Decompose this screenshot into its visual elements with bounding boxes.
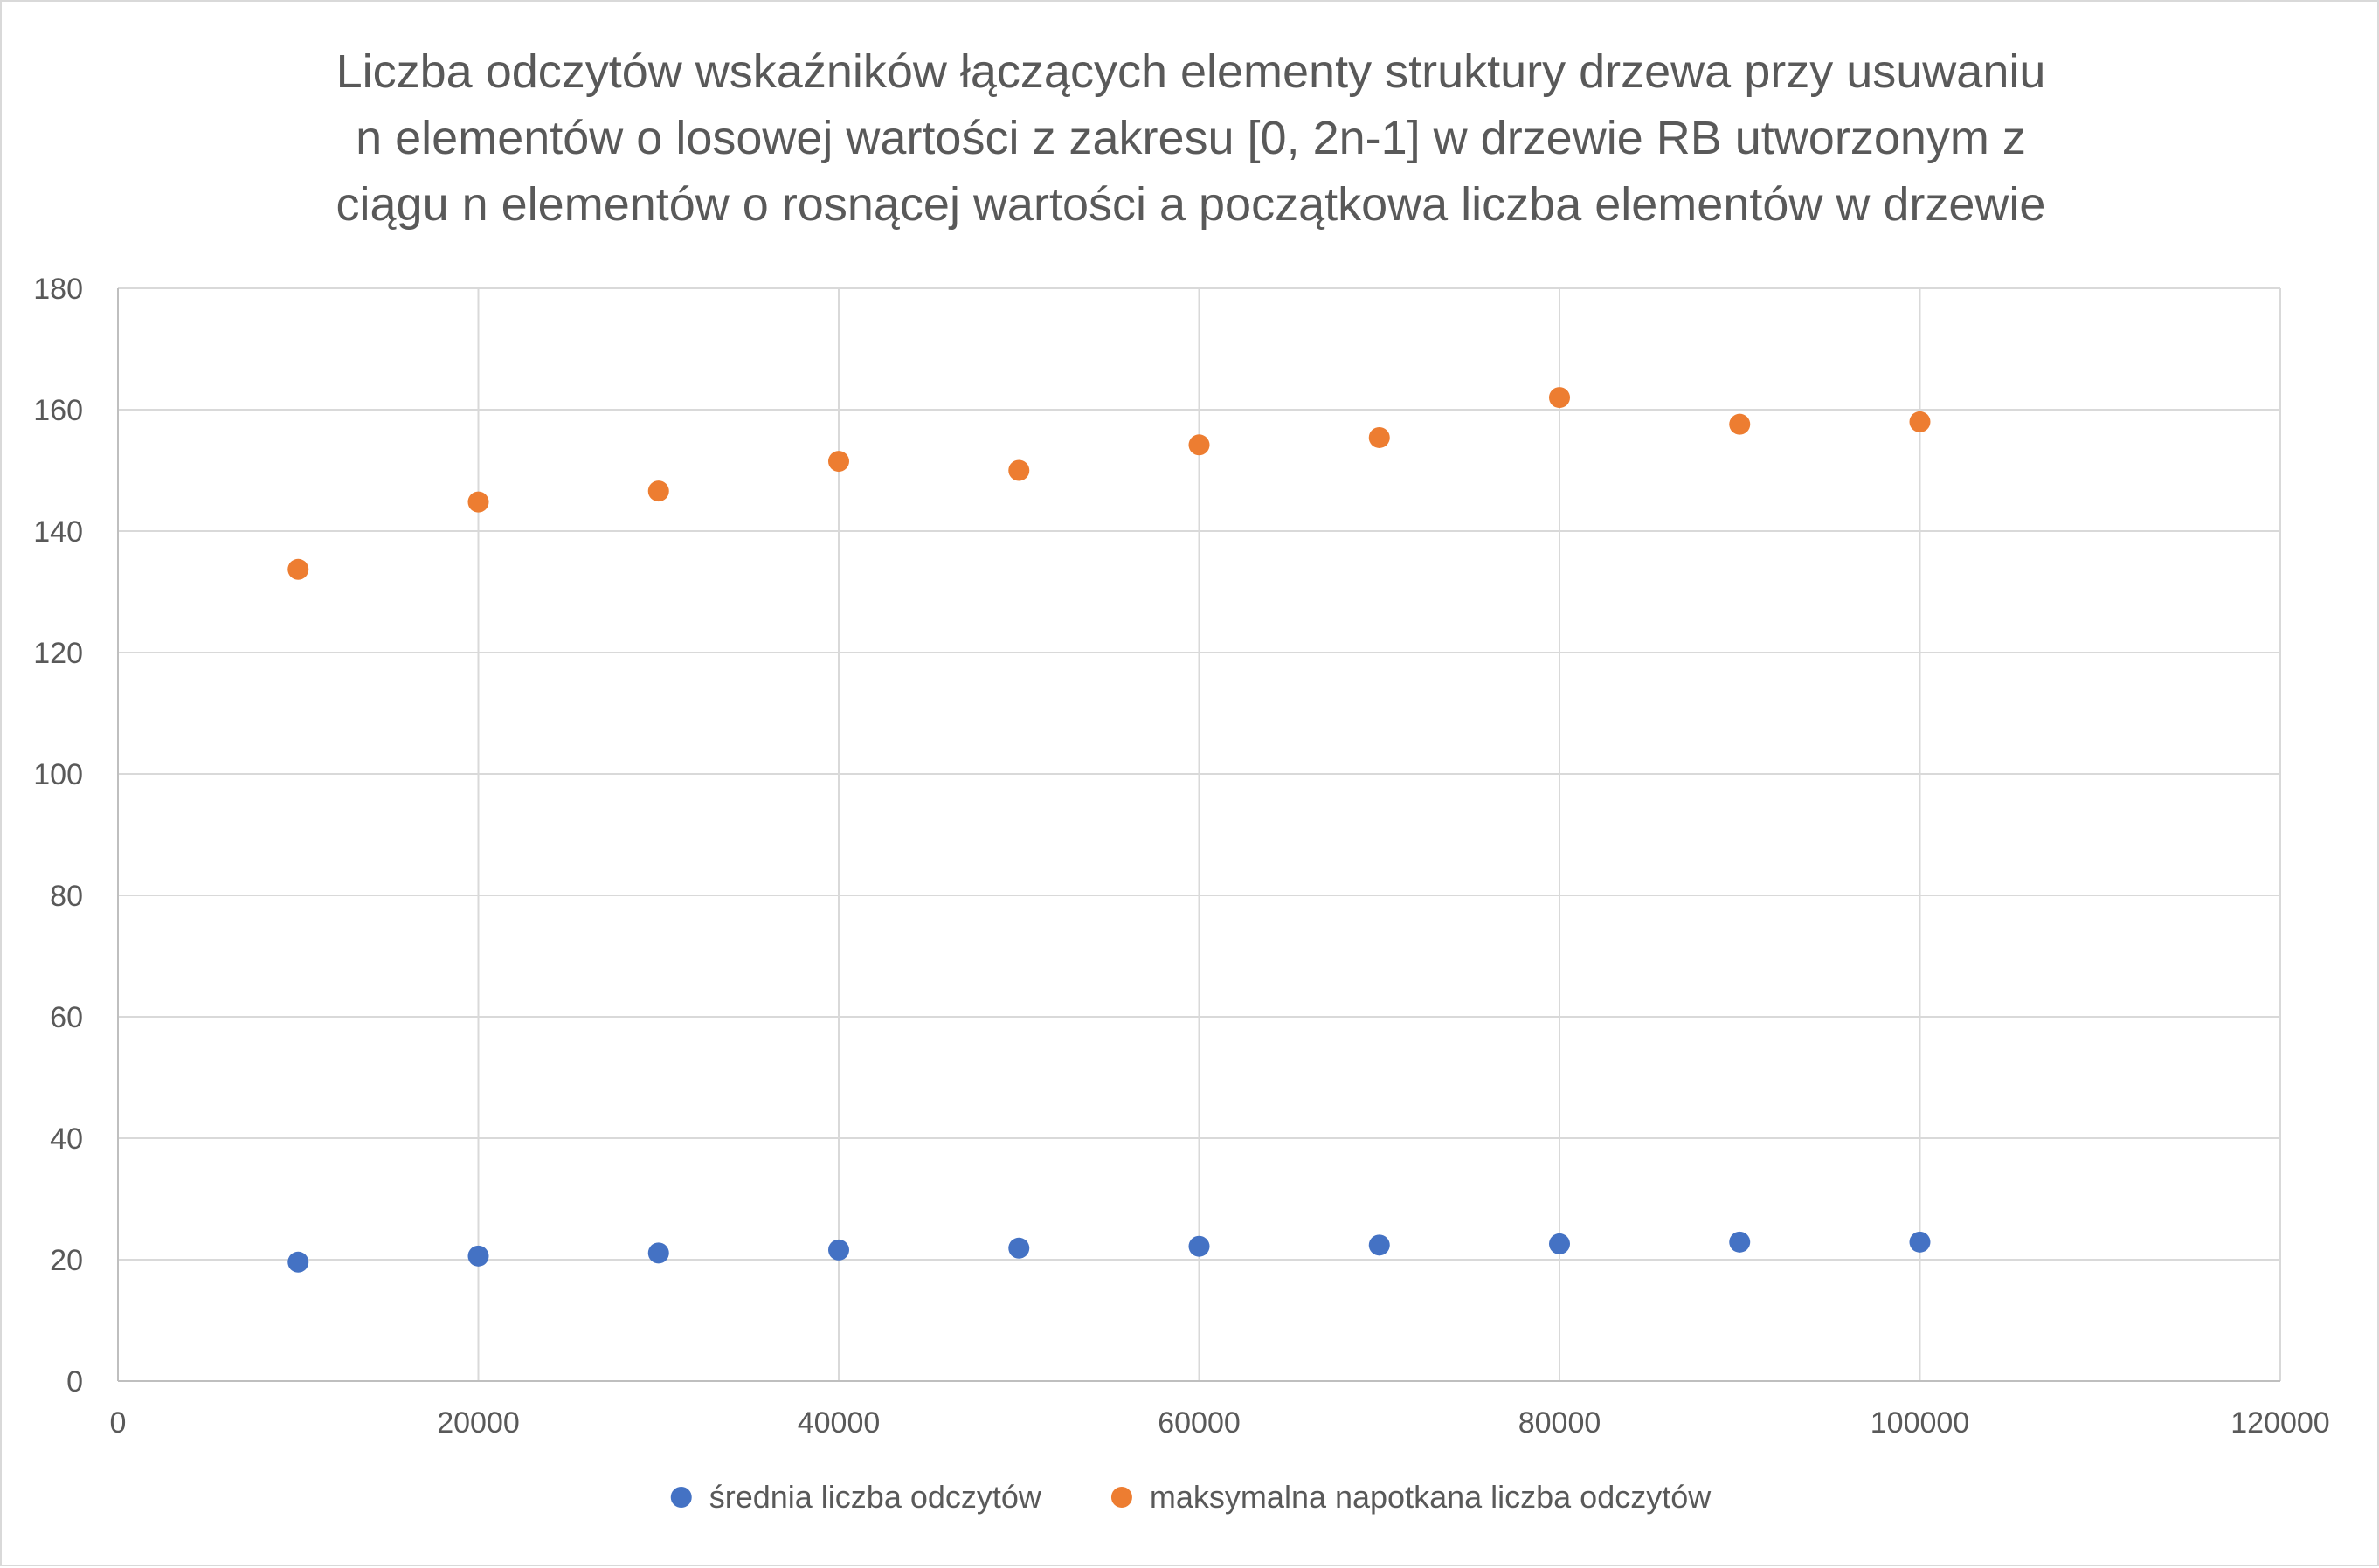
data-point-average xyxy=(1368,1234,1390,1256)
y-tick-label: 140 xyxy=(33,515,83,549)
chart-title-line: ciągu n elementów o rosnącej wartości a … xyxy=(336,178,2046,231)
legend-label: maksymalna napotkana liczba odczytów xyxy=(1150,1479,1712,1515)
data-point-average xyxy=(1188,1235,1210,1257)
data-point-average xyxy=(287,1251,309,1273)
y-tick-label: 180 xyxy=(33,273,83,306)
x-tick-label: 60000 xyxy=(1158,1406,1241,1440)
data-point-maximum xyxy=(287,558,309,580)
y-tick-label: 20 xyxy=(50,1244,83,1277)
data-point-maximum xyxy=(467,491,489,513)
chart-title: Liczba odczytów wskaźników łączących ele… xyxy=(336,45,2046,231)
data-point-average xyxy=(647,1242,669,1264)
data-point-maximum xyxy=(647,480,669,502)
data-points xyxy=(287,387,1931,1273)
data-point-average xyxy=(1909,1231,1931,1253)
legend-item: maksymalna napotkana liczba odczytów xyxy=(1110,1479,1712,1515)
y-tick-label: 0 xyxy=(66,1365,83,1399)
legend: średnia liczba odczytów maksymalna napotk… xyxy=(670,1479,1712,1515)
legend-item: średnia liczba odczytów xyxy=(670,1479,1042,1515)
tick-labels: 0 20 40 60 80 100 120 140 160 180 0 20000 40000 60000… xyxy=(33,273,2329,1440)
y-tick-label: 120 xyxy=(33,637,83,670)
x-tick-label: 40000 xyxy=(798,1406,881,1440)
legend-marker xyxy=(1110,1487,1132,1508)
chart-title-line: Liczba odczytów wskaźników łączących ele… xyxy=(336,45,2046,98)
data-point-maximum xyxy=(1909,411,1931,432)
data-point-maximum xyxy=(828,451,849,473)
legend-label: średnia liczba odczytów xyxy=(709,1479,1042,1515)
axes xyxy=(117,288,2280,1382)
x-tick-label: 0 xyxy=(110,1406,127,1440)
y-tick-label: 100 xyxy=(33,758,83,791)
data-point-average xyxy=(467,1245,489,1267)
x-tick-label: 80000 xyxy=(1518,1406,1601,1440)
x-tick-label: 120000 xyxy=(2230,1406,2329,1440)
y-tick-label: 80 xyxy=(50,880,83,913)
chart-title-line: n elementów o losowej wartości z zakresu… xyxy=(356,112,2026,164)
legend-marker xyxy=(670,1487,692,1508)
data-point-average xyxy=(1008,1237,1030,1259)
data-point-maximum xyxy=(1368,426,1390,448)
y-tick-label: 160 xyxy=(33,394,83,427)
data-point-maximum xyxy=(1549,387,1570,409)
y-tick-label: 60 xyxy=(50,1001,83,1034)
data-point-average xyxy=(1729,1231,1751,1253)
data-point-maximum xyxy=(1008,459,1030,481)
data-point-maximum xyxy=(1729,413,1751,435)
data-point-average xyxy=(828,1239,849,1261)
y-tick-label: 40 xyxy=(50,1122,83,1156)
x-tick-label: 20000 xyxy=(437,1406,520,1440)
x-tick-label: 100000 xyxy=(1871,1406,1969,1440)
data-point-average xyxy=(1549,1233,1570,1254)
data-point-maximum xyxy=(1188,434,1210,456)
